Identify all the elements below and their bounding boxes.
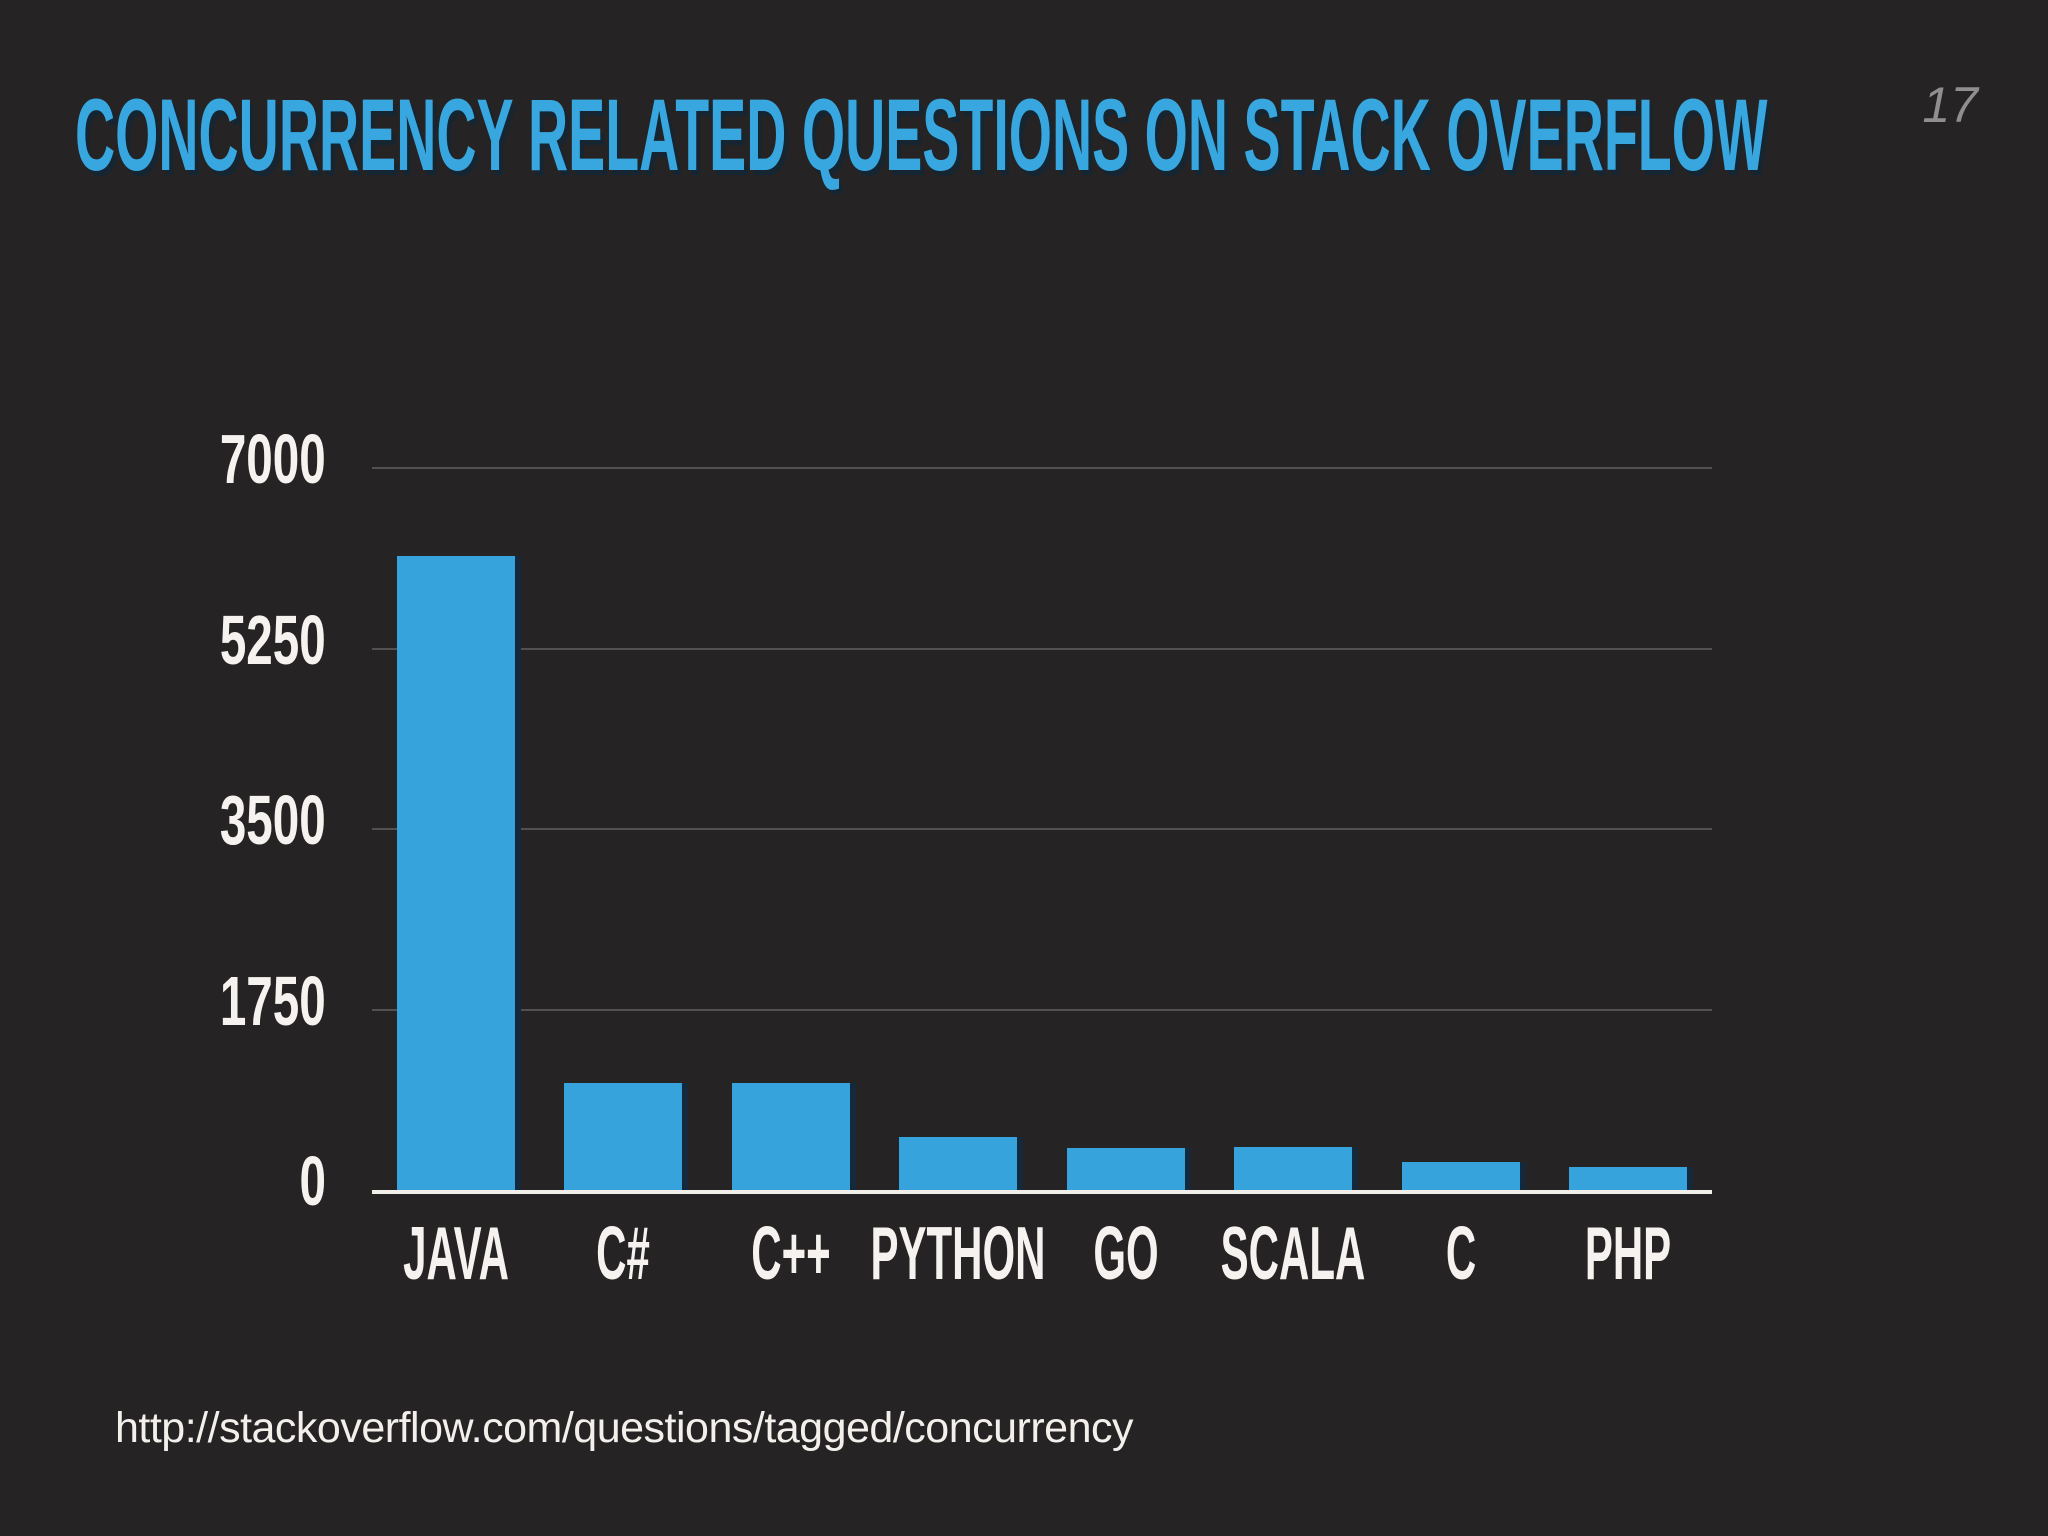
bar-scala [1234,1147,1353,1190]
y-axis-tick-label-3500: 3500 [220,781,326,859]
x-axis-label-c: C# [596,1211,651,1295]
bar-python [899,1137,1018,1190]
bar-c [1401,1162,1520,1190]
y-axis-tick-label-7000: 7000 [220,420,326,498]
gridline-7000 [372,467,1712,469]
chart-plot-area: 0 1750 3500 5250 7000 JAVA C# C++ PYTHON GO SCALA C… [220,424,1712,1291]
gridline-5250 [372,647,1712,650]
x-axis-label-go: GO [1093,1211,1159,1295]
x-axis-label-php: PHP [1585,1211,1672,1295]
gridline-3500 [372,828,1712,830]
gridline-1750 [372,1008,1712,1011]
bar-c [564,1082,683,1190]
x-axis-label-c: C [1445,1211,1476,1295]
x-axis-label-python: PYTHON [870,1211,1046,1295]
bar-php [1569,1166,1688,1190]
page-number: 17 [1922,77,1978,133]
bar-c [731,1082,850,1190]
source-url: http://stackoverflow.com/questions/tagge… [115,1404,1134,1452]
bar-go [1066,1147,1185,1190]
y-axis-tick-label-5250: 5250 [220,600,326,679]
x-axis-label-java: JAVA [402,1211,509,1295]
slide-title: CONCURRENCY RELATED QUESTIONS ON STACK O… [75,78,1768,192]
bar-java [396,555,515,1190]
y-axis-tick-label-1750: 1750 [220,961,326,1040]
y-axis-tick-label-0: 0 [299,1142,326,1220]
x-axis-label-scala: SCALA [1220,1211,1366,1295]
x-axis-label-c: C++ [751,1211,831,1295]
